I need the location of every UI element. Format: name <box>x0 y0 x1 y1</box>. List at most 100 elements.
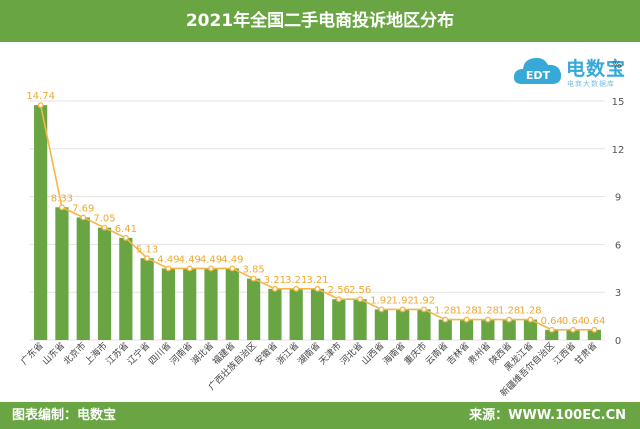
line-point <box>335 296 342 303</box>
bar <box>204 268 218 340</box>
line-point <box>357 296 364 303</box>
brand-subtitle: 电商大数据库 <box>567 80 615 88</box>
line-point <box>58 204 65 211</box>
line-point <box>101 224 108 231</box>
data-label: 0.64 <box>583 316 605 327</box>
bar <box>119 237 133 340</box>
line-point <box>570 326 577 333</box>
data-label: 1.28 <box>498 306 520 317</box>
x-tick-label: 安徽省 <box>252 340 280 368</box>
brand-logo: EDT 电数宝 电商大数据库 <box>512 50 636 94</box>
data-label: 4.49 <box>179 254 201 265</box>
data-label: 2.56 <box>328 285 350 296</box>
data-label: 1.92 <box>392 295 414 306</box>
x-tick-label: 四川省 <box>146 340 174 368</box>
x-tick-label: 甘肃省 <box>572 340 600 368</box>
x-tick-label: 河北省 <box>338 340 366 368</box>
data-label: 3.21 <box>306 275 328 286</box>
x-tick-label: 河南省 <box>167 340 195 368</box>
line-point <box>271 285 278 292</box>
y-tick-label: 9 <box>615 193 621 204</box>
data-label: 7.69 <box>72 203 94 214</box>
svg-text:EDT: EDT <box>526 69 551 82</box>
x-tick-label: 辽宁省 <box>125 340 153 368</box>
data-label: 7.05 <box>93 214 115 225</box>
line-point <box>591 326 598 333</box>
bar <box>417 309 431 340</box>
bar <box>289 288 303 340</box>
y-tick-label: 0 <box>615 336 621 347</box>
bar <box>161 268 176 340</box>
bar <box>523 319 538 340</box>
data-label: 8.33 <box>51 193 73 204</box>
line-point <box>165 265 172 272</box>
x-tick-label: 吉林省 <box>444 340 472 368</box>
line-point <box>144 255 151 262</box>
data-label: 0.64 <box>562 316 584 327</box>
bar <box>374 309 388 340</box>
data-label: 1.28 <box>519 306 541 317</box>
bar <box>97 227 112 340</box>
line-point <box>122 234 129 241</box>
bar <box>76 217 90 340</box>
bar <box>353 299 367 340</box>
y-axis-unit: % <box>612 60 622 71</box>
data-label: 1.28 <box>477 306 499 317</box>
line-point <box>378 306 385 313</box>
line-point <box>506 316 513 323</box>
x-tick-label: 云南省 <box>423 340 451 368</box>
bar <box>481 319 495 340</box>
x-tick-label: 江苏省 <box>103 340 131 368</box>
bar <box>183 268 197 340</box>
line-point <box>80 214 87 221</box>
bar <box>310 288 325 340</box>
bar <box>34 105 48 340</box>
line-point <box>208 265 214 272</box>
data-label: 4.49 <box>157 254 179 265</box>
bar <box>225 268 239 340</box>
data-label: 0.64 <box>541 316 563 327</box>
line-point <box>463 316 470 323</box>
x-tick-label: 重庆市 <box>402 340 430 368</box>
y-tick-label: 15 <box>612 97 625 108</box>
data-label: 5.13 <box>136 244 158 255</box>
x-tick-label: 海南省 <box>380 340 408 368</box>
data-label: 1.28 <box>434 306 456 317</box>
data-label: 4.49 <box>221 254 243 265</box>
line-point <box>527 316 534 323</box>
line-point <box>421 306 427 313</box>
y-tick-label: 3 <box>615 288 621 299</box>
bar <box>55 207 69 340</box>
line-point <box>229 265 236 272</box>
line-point <box>548 326 555 333</box>
line-point <box>442 316 449 323</box>
y-tick-label: 6 <box>615 240 621 251</box>
line-point <box>399 306 406 313</box>
x-tick-label: 广东省 <box>18 340 46 368</box>
line-point <box>484 316 491 323</box>
x-tick-label: 贵州省 <box>465 340 493 368</box>
x-tick-label: 浙江省 <box>274 340 302 368</box>
data-label: 1.92 <box>370 295 392 306</box>
x-tick-label: 北京市 <box>61 340 89 368</box>
data-label: 1.92 <box>413 295 435 306</box>
x-tick-label: 山东省 <box>39 340 67 368</box>
x-tick-label: 江西省 <box>551 340 579 368</box>
brand-name: 电数宝 <box>566 58 627 80</box>
bar <box>332 299 346 340</box>
data-label: 3.85 <box>242 265 264 276</box>
data-label: 6.41 <box>115 224 137 235</box>
line-point <box>314 285 321 292</box>
bar <box>438 319 452 340</box>
x-tick-label: 天津市 <box>316 340 344 368</box>
data-label: 1.28 <box>455 306 477 317</box>
bar <box>396 309 410 340</box>
line-point <box>37 102 44 109</box>
line-point <box>250 275 257 282</box>
bar <box>140 258 154 340</box>
data-label: 2.56 <box>349 285 371 296</box>
footer: 图表编制：电数宝 来源：WWW.100EC.CN <box>0 402 640 429</box>
x-tick-label: 湖南省 <box>295 340 323 368</box>
